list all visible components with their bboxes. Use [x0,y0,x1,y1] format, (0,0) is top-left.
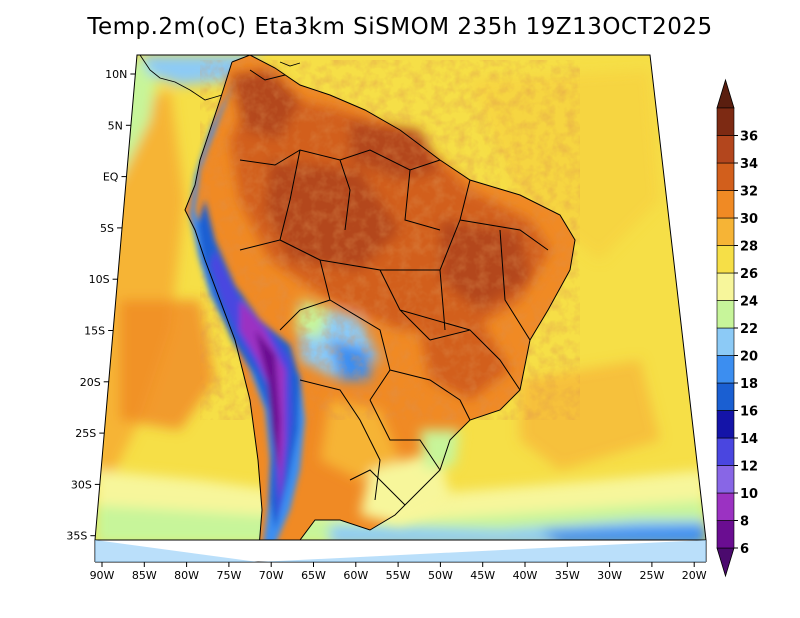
colorbar-label: 34 [740,157,758,172]
colorbar-bin [716,162,735,191]
longitude-tick-label: 30W [597,569,622,582]
colorbar-bin [716,355,735,384]
longitude-tick-label: 45W [470,569,495,582]
latitude-axis: 10N 5N EQ 5S 10S 15S 20S 25S 30S 35S [66,68,136,543]
latitude-tick-label: 20S [80,376,101,389]
latitude-tick-label: 25S [75,427,96,440]
colorbar-high-cap [716,78,735,109]
colorbar-bin [716,217,735,246]
latitude-tick-label: EQ [103,171,119,184]
longitude-tick-label: 20W [682,569,707,582]
colorbar-label: 16 [740,405,758,420]
latitude-tick-label: 5N [108,119,123,132]
colorbar-label: 20 [740,350,758,365]
colorbar-bin [716,465,735,494]
colorbar-label: 12 [740,460,758,475]
longitude-tick-label: 65W [301,569,326,582]
temperature-colorbar: 6 8 10 12 14 16 18 20 22 24 26 28 30 32 34 36 [716,78,758,578]
longitude-tick-label: 35W [555,569,580,582]
latitude-tick-label: 30S [71,478,92,491]
colorbar-label: 14 [740,432,758,447]
colorbar-bin [716,190,735,219]
colorbar-label: 8 [740,515,749,530]
colorbar-label: 22 [740,322,758,337]
colorbar-bin [716,520,735,549]
colorbar-label: 6 [740,542,749,557]
longitude-tick-label: 80W [174,569,199,582]
colorbar-bin [716,382,735,411]
longitude-tick-label: 75W [216,569,241,582]
longitude-tick-label: 55W [386,569,411,582]
longitude-tick-label: 25W [639,569,664,582]
colorbar-label: 32 [740,185,758,200]
latitude-tick-label: 15S [84,325,105,338]
country-boundaries [184,55,576,540]
colorbar-bin [716,272,735,301]
colorbar-bin [716,327,735,356]
longitude-tick-label: 40W [513,569,538,582]
colorbar-label: 28 [740,240,758,255]
colorbar-label: 10 [740,487,758,502]
latitude-tick-label: 5S [100,222,114,235]
colorbar-bin [716,492,735,521]
colorbar-label: 36 [740,130,758,145]
latitude-tick-label: 10S [89,273,110,286]
temperature-field [95,55,706,540]
colorbar-label: 30 [740,212,758,227]
latitude-tick-label: 35S [66,530,87,543]
colorbar-bin [716,300,735,329]
colorbar-bin [716,107,735,136]
latitude-tick-label: 10N [105,68,127,81]
longitude-tick-label: 50W [428,569,453,582]
colorbar-low-cap [716,547,735,578]
longitude-axis: 90W 85W 80W 75W 70W 65W 60W 55W 50W 45W 40W 35W 30W 2… [90,562,707,582]
colorbar-bin [716,135,735,164]
colorbar-label: 26 [740,267,758,282]
longitude-tick-label: 85W [132,569,157,582]
colorbar-bin [716,245,735,274]
colorbar-label: 18 [740,377,758,392]
longitude-tick-label: 70W [259,569,284,582]
longitude-tick-label: 60W [343,569,368,582]
colorbar-bin [716,410,735,439]
colorbar-label: 24 [740,295,758,310]
longitude-tick-label: 90W [90,569,115,582]
colorbar-bin [716,437,735,466]
map-title: Temp.2m(oC) Eta3km SiSMOM 235h 19Z13OCT2… [87,14,713,40]
